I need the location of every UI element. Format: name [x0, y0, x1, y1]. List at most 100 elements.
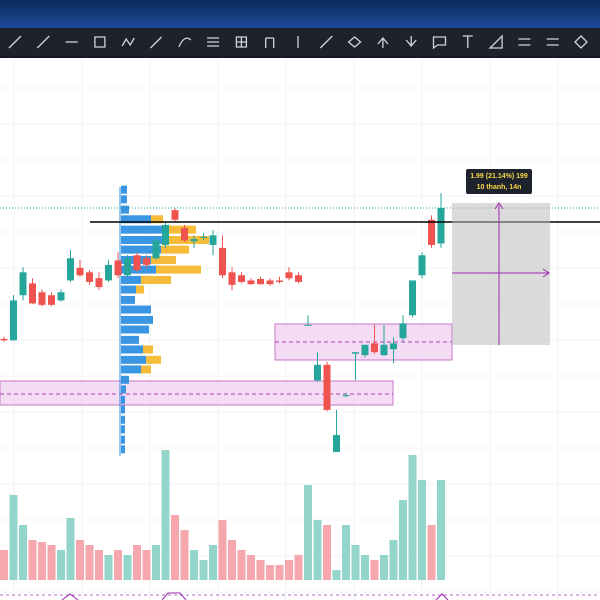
candle-body	[57, 292, 65, 301]
profile-bar-blue	[121, 385, 126, 394]
candle-body	[76, 267, 84, 276]
volume-bar	[209, 545, 217, 580]
volume-bar	[228, 540, 236, 580]
volume-bar	[38, 542, 46, 580]
tool-icon[interactable]	[121, 37, 135, 47]
volume-bar	[370, 560, 379, 580]
candle-body	[380, 344, 388, 356]
volume-bar	[114, 550, 122, 580]
tool-icon[interactable]	[235, 36, 248, 48]
profile-bar-yellow	[141, 275, 171, 284]
profile-bar-yellow	[141, 365, 151, 374]
tool-icon[interactable]	[574, 35, 588, 49]
volume-bar	[285, 560, 293, 580]
tool-icon[interactable]	[518, 38, 531, 46]
profile-bar-blue	[121, 425, 125, 434]
profile-bar-blue	[121, 375, 129, 384]
candle-body	[162, 224, 169, 245]
candle-body	[276, 280, 283, 282]
tool-icon[interactable]	[377, 36, 389, 48]
volume-bar	[47, 545, 56, 580]
candle-body	[38, 292, 46, 305]
tool-icon[interactable]	[94, 36, 106, 48]
volume-bar	[237, 550, 246, 580]
candle-body	[285, 272, 293, 279]
profile-bar-yellow	[169, 235, 209, 244]
tool-icon[interactable]	[150, 36, 162, 49]
volume-bar	[408, 455, 417, 580]
tool-icon[interactable]	[265, 37, 275, 48]
tool-icon[interactable]	[178, 37, 192, 48]
candle-body	[314, 364, 321, 381]
volume-bar	[199, 560, 208, 580]
profile-bar-blue	[121, 355, 146, 364]
candle-body	[124, 258, 131, 276]
volume-bar	[361, 555, 369, 580]
profile-bar-blue	[121, 235, 169, 244]
candle-body	[247, 280, 255, 285]
profile-bar-blue	[121, 345, 143, 354]
volume-bar	[0, 550, 8, 580]
tool-icon[interactable]	[319, 35, 333, 49]
candles	[0, 193, 445, 453]
profile-bar-blue	[121, 225, 166, 234]
toolbar	[0, 28, 600, 56]
tool-icon[interactable]	[347, 36, 362, 48]
candle-body	[295, 275, 302, 282]
volume-bar	[275, 565, 284, 580]
measure-box	[452, 203, 550, 345]
volume-bar	[313, 520, 322, 580]
tool-icon[interactable]	[405, 36, 417, 48]
measure-label: 1.99 (21.14%) 199	[470, 173, 528, 180]
candle-body	[323, 364, 331, 410]
toolbar-border	[0, 56, 600, 58]
volume-bar	[9, 495, 18, 580]
profile-bar-blue	[121, 195, 127, 204]
tool-icon[interactable]	[546, 38, 559, 46]
volume-bar	[85, 545, 94, 580]
volume-bar	[266, 565, 274, 580]
candle-body	[219, 247, 226, 276]
profile-bar-blue	[121, 415, 125, 424]
tool-icons	[8, 34, 588, 50]
tool-icon[interactable]	[432, 36, 447, 50]
candle-body	[152, 240, 160, 259]
volume-bar	[190, 550, 198, 580]
volume-bar	[389, 540, 398, 580]
volume-bar	[142, 550, 151, 580]
profile-bar-blue	[121, 295, 135, 304]
measure-arrowhead	[542, 268, 550, 278]
volume-bar	[304, 485, 312, 580]
candle-body	[209, 235, 217, 245]
tool-icon[interactable]	[462, 35, 473, 48]
profile-bar-yellow	[151, 215, 163, 224]
candle-body	[200, 236, 207, 238]
tool-icon[interactable]	[207, 37, 220, 47]
candle-body	[171, 210, 179, 220]
volume-bar	[294, 555, 303, 580]
profile-bar-blue	[121, 405, 125, 414]
measure-arrowhead	[494, 202, 504, 210]
candle-body	[10, 300, 17, 341]
candle-body	[86, 272, 93, 282]
candle-body	[67, 258, 74, 281]
tool-icon[interactable]	[488, 34, 503, 49]
tool-icon[interactable]	[8, 35, 22, 49]
profile-bar-yellow	[136, 285, 144, 294]
title-bar	[0, 0, 600, 28]
tool-icon[interactable]	[36, 35, 50, 49]
volume-bar	[342, 525, 350, 580]
profile-bar-blue	[121, 315, 153, 324]
candle-body	[333, 435, 340, 453]
volume-bar	[57, 550, 65, 580]
volume-bar	[104, 555, 113, 580]
candle-body	[29, 283, 36, 304]
volume-bar	[218, 520, 227, 580]
profile-bar-blue	[121, 445, 125, 454]
profile-bar-blue	[121, 335, 139, 344]
volume-bar	[332, 570, 341, 580]
candle-body	[95, 278, 103, 288]
profile-bar-blue	[121, 435, 125, 444]
profile-bar-yellow	[151, 255, 176, 264]
